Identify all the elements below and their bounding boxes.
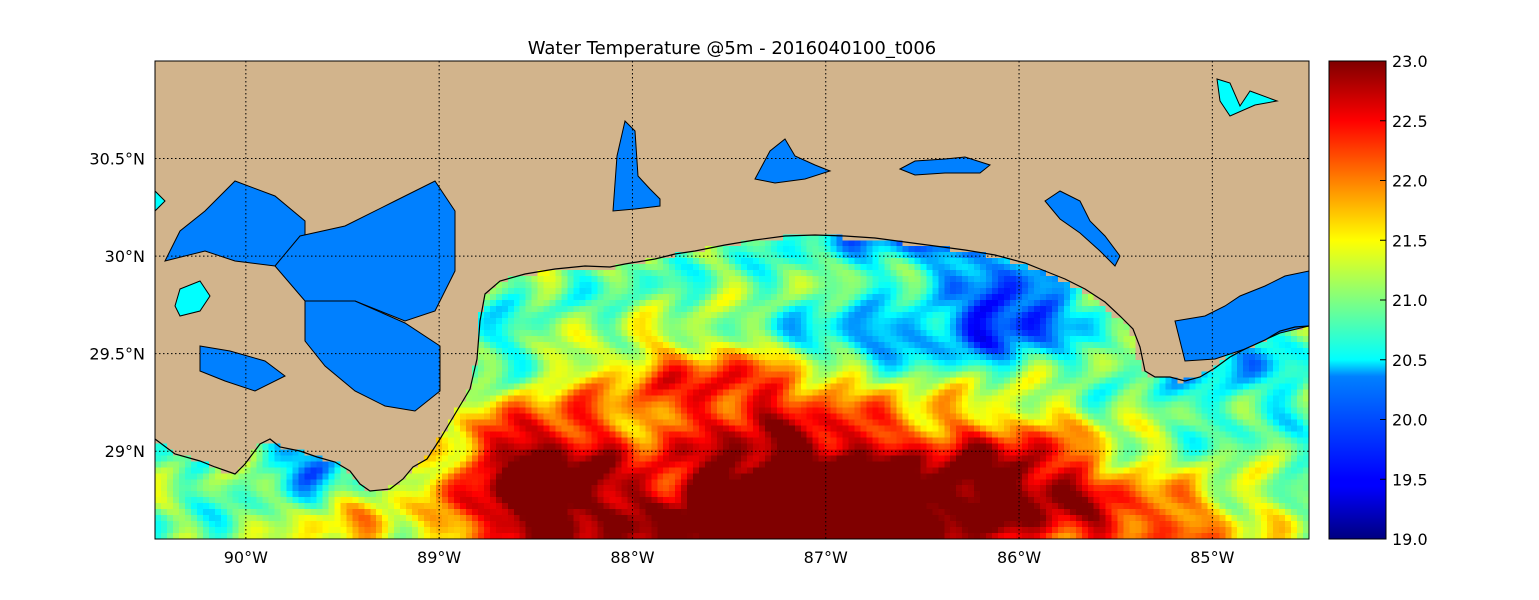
x-axis-ticks: 90°W 89°W 88°W 87°W 86°W 85°W <box>224 548 1235 567</box>
pensacola-bay <box>754 138 832 184</box>
y-tick-label: 30.5°N <box>89 150 145 169</box>
lake-maurepas <box>155 190 166 212</box>
lake-pontchartrain <box>164 180 306 267</box>
colorbar-tick-label: 19.0 <box>1392 530 1428 549</box>
inland-water-bodies <box>155 78 1309 412</box>
y-axis-ticks: 29°N 29.5°N 30°N 30.5°N <box>89 150 145 462</box>
barataria-bay <box>199 345 286 392</box>
colorbar: 19.0 19.5 20.0 20.5 21.0 21.5 22.0 22.5 23.0 <box>1328 52 1428 549</box>
plot-frame <box>154 60 1310 540</box>
colorbar-tick-label: 20.5 <box>1392 351 1428 370</box>
y-tick-label: 30°N <box>105 247 145 266</box>
colorbar-ticks: 19.0 19.5 20.0 20.5 21.0 21.5 22.0 22.5 23.0 <box>1380 52 1428 549</box>
coastlines <box>155 234 1309 492</box>
map-plot-area: 90°W 89°W 88°W 87°W 86°W 85°W 29°N 29.5°N 30°N 3… <box>89 60 1310 567</box>
colorbar-gradient <box>1329 61 1386 539</box>
y-tick-label: 29.5°N <box>89 345 145 364</box>
colorbar-tick-label: 21.5 <box>1392 231 1428 250</box>
nw-florida-lake <box>1216 78 1279 117</box>
choctawhatchee-bay <box>898 156 992 176</box>
x-tick-label: 86°W <box>997 548 1041 567</box>
x-tick-label: 90°W <box>224 548 268 567</box>
mobile-bay <box>612 120 661 212</box>
map-title: Water Temperature @5m - 2016040100_t006 <box>528 38 937 59</box>
gulf-coastline <box>155 234 1309 492</box>
colorbar-tick-label: 22.0 <box>1392 172 1428 191</box>
x-tick-label: 89°W <box>417 548 461 567</box>
colorbar-tick-label: 19.5 <box>1392 470 1428 489</box>
colorbar-tick-label: 20.0 <box>1392 411 1428 430</box>
x-tick-label: 85°W <box>1190 548 1234 567</box>
x-tick-label: 88°W <box>610 548 654 567</box>
colorbar-tick-label: 22.5 <box>1392 112 1428 131</box>
lake-salvador <box>174 280 211 317</box>
colorbar-tick-label: 21.0 <box>1392 291 1428 310</box>
x-tick-label: 87°W <box>804 548 848 567</box>
mississippi-delta-marsh <box>304 300 441 412</box>
apalachicola-bay <box>1174 270 1309 362</box>
colorbar-tick-label: 23.0 <box>1392 52 1428 71</box>
y-tick-label: 29°N <box>105 442 145 461</box>
graticule <box>155 61 1309 539</box>
